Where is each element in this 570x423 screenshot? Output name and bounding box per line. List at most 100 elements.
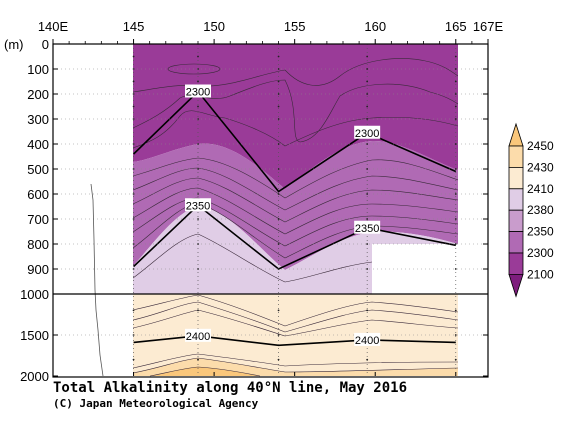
sample-point [277, 55, 280, 58]
y-tick-label: 0 [42, 37, 49, 52]
contour-minor [133, 157, 458, 199]
sample-point [277, 143, 280, 145]
y-tick-label: 800 [27, 237, 49, 252]
y-tick-label: 100 [27, 62, 49, 77]
y-tick-label: 1500 [20, 328, 49, 343]
x-tick-label: 160 [364, 19, 386, 34]
contour-minor [133, 301, 458, 333]
contour-label-bg [185, 328, 211, 342]
colorbar-tick-label: 2450 [527, 139, 554, 153]
station-markers [132, 44, 457, 376]
sample-point [454, 105, 457, 108]
sample-point [454, 268, 457, 270]
x-tick-label: 150 [203, 19, 225, 34]
sample-point [277, 93, 280, 95]
contour-2300 [133, 90, 457, 193]
x-axis: 140E 145 150 155 160 165 167E [38, 19, 504, 376]
band-2100-2300 [133, 44, 458, 189]
sample-point [277, 68, 280, 70]
sample-point [132, 55, 135, 58]
y-axis-unit-label: (m) [4, 37, 24, 52]
sample-point [366, 268, 369, 270]
sample-point [366, 143, 369, 145]
x-tick-label: 155 [284, 19, 306, 34]
x-tick-label: 167E [473, 19, 504, 34]
y-tick-label: 1000 [20, 287, 49, 302]
contour-minor [133, 177, 458, 223]
no-data-region [372, 244, 458, 294]
sample-point [366, 218, 369, 220]
contour-label: 2350 [186, 200, 210, 212]
sample-point [454, 334, 457, 336]
sample-point [277, 243, 280, 245]
colorbar-segment [508, 209, 524, 232]
x-tick-label: 140E [38, 19, 69, 34]
contour-label-bg [354, 332, 381, 346]
sample-point [277, 218, 280, 220]
contour-minor [133, 233, 373, 283]
contour-fill-layer [133, 44, 458, 376]
sample-point [366, 168, 369, 170]
sample-point [366, 93, 369, 95]
contour-minor [133, 309, 458, 337]
colorbar-segment [508, 166, 524, 190]
sample-point [454, 358, 457, 361]
sample-point [454, 80, 457, 83]
band-2300-2350 [133, 140, 458, 270]
contour-label-bg [354, 220, 381, 234]
colorbar-segment [508, 145, 524, 168]
sample-point [277, 309, 280, 312]
contour-label: 2400 [355, 335, 379, 347]
sample-point [366, 55, 369, 58]
x-tick-label: 165 [445, 19, 467, 34]
sample-point [277, 193, 280, 195]
y-tick-label: 500 [27, 162, 49, 177]
sample-point [366, 358, 369, 361]
contour-minor [133, 167, 458, 211]
sample-point [454, 218, 457, 220]
contour-minor [133, 353, 458, 369]
contour-label: 2400 [186, 331, 210, 343]
sample-point [277, 80, 280, 83]
contour-label: 2300 [355, 128, 379, 140]
colorbar-bottom-triangle [508, 274, 524, 298]
contour-minor [133, 294, 458, 327]
sample-point [277, 105, 280, 108]
x-tick-label: 145 [123, 19, 145, 34]
plot-frame [52, 43, 489, 378]
y-tick-label: 2000 [20, 369, 49, 384]
sample-point [454, 309, 457, 312]
sample-point [277, 358, 280, 361]
sample-point [132, 80, 135, 83]
colorbar-tick-label: 2410 [527, 182, 554, 196]
contour-label: 2300 [186, 87, 210, 99]
sample-point [454, 243, 457, 245]
sample-point [454, 55, 457, 58]
sample-point [366, 80, 369, 83]
colorbar-segment [508, 231, 524, 254]
chart-title: Total Alkalinity along 40°N line, May 20… [53, 380, 407, 396]
colorbar-tick-label: 2380 [527, 203, 554, 217]
sample-point [277, 334, 280, 336]
sample-point [197, 358, 199, 361]
colorbar-tick-label: 2300 [527, 246, 554, 260]
contour-closed-loop [167, 63, 221, 75]
y-tick-label: 200 [27, 87, 49, 102]
sample-point [366, 193, 369, 195]
sample-point [454, 93, 457, 95]
chart-credit: (C) Japan Meteorological Agency [53, 397, 259, 410]
colorbar-tick-label: 2350 [527, 225, 554, 239]
sample-point [132, 105, 135, 108]
colorbar-top-triangle [508, 122, 524, 147]
sample-point [197, 105, 199, 108]
colorbar: 2450 2430 2410 2380 2350 2300 2100 [508, 122, 554, 298]
sample-point [277, 118, 280, 120]
sample-point [132, 358, 135, 361]
grid-lines [53, 68, 488, 336]
sample-point [366, 105, 369, 108]
sample-point [454, 143, 457, 145]
contour-minor [133, 357, 458, 374]
y-tick-label: 300 [27, 112, 49, 127]
sample-point [197, 55, 199, 58]
